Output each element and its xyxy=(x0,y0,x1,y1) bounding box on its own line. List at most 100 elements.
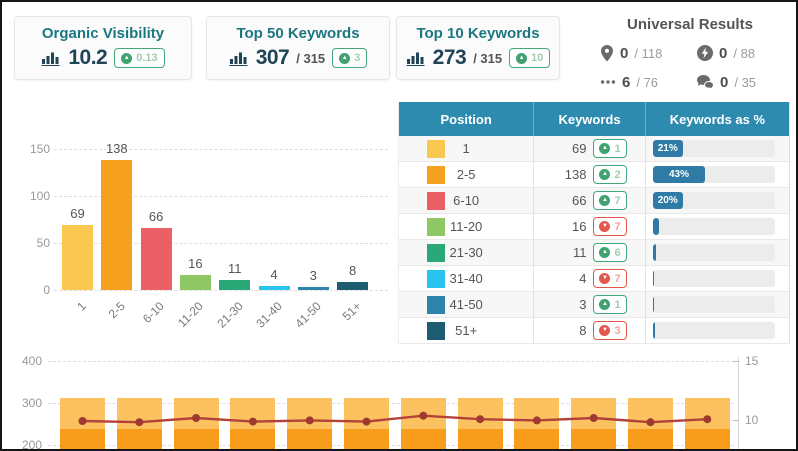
x-axis-category-label: 11-20 xyxy=(175,299,207,330)
position-color-swatch xyxy=(427,218,445,236)
stacked-bar-upper-segment xyxy=(684,397,730,430)
universal-result-total: / 35 xyxy=(734,74,757,90)
keywords-cell-content: 11 ▲ 6 xyxy=(534,243,644,262)
trend-line-series xyxy=(78,411,712,427)
kpi-card-value-row: 307 / 315 ▲ 3 xyxy=(207,46,389,70)
table-row: 51+ 8 ▼ 3 xyxy=(399,318,789,344)
trend-line-marker xyxy=(646,418,655,427)
x-axis-category-label: 51+ xyxy=(339,299,364,324)
change-value: 0.13 xyxy=(136,52,158,64)
column-header-keywords-as-percent: Keywords as % xyxy=(669,111,766,127)
keywords-cell-content: 16 ▼ 7 xyxy=(534,217,644,236)
kpi-value: 273 xyxy=(432,46,467,69)
chart-gridline xyxy=(48,403,734,404)
position-color-swatch xyxy=(427,192,445,210)
percent-bar-fill xyxy=(652,270,654,287)
change-badge: ▲ 10 xyxy=(509,48,551,68)
distribution-bar xyxy=(101,160,133,290)
universal-result-value: 6 xyxy=(622,73,631,91)
keywords-cell: 8 ▼ 3 xyxy=(534,318,646,343)
stacked-bar-lower-segment xyxy=(684,429,730,449)
position-range-label: 1 xyxy=(462,141,470,156)
arrow-up-circle-icon: ▲ xyxy=(599,195,611,206)
position-color-swatch xyxy=(427,140,445,158)
bar-value-label: 16 xyxy=(188,255,203,271)
kpi-card-title: Top 10 Keywords xyxy=(416,25,540,42)
position-distribution-chart: 0 50 100 150 69 1 138 2-5 66 6-10 16 11-20 11 21-30 4 3… xyxy=(20,132,392,344)
trend-line-marker xyxy=(476,415,485,424)
universal-result-total: / 118 xyxy=(634,45,663,61)
trend-line-marker xyxy=(192,414,201,422)
kpi-value: 10.2 xyxy=(68,46,108,69)
position-cell: 11-20 xyxy=(399,214,535,239)
position-cell: 51+ xyxy=(399,318,535,343)
change-value: 7 xyxy=(614,220,621,233)
stacked-bar-lower-segment xyxy=(230,429,276,449)
position-color-swatch xyxy=(427,296,445,314)
percent-bar-track xyxy=(652,270,775,287)
universal-results-grid: 0/ 118 0/ 88 6/ 76 0/ 35 xyxy=(590,43,790,92)
percent-bar-track xyxy=(652,322,775,339)
stacked-bar-upper-segment xyxy=(457,397,503,430)
left-axis-tick-label: 200 xyxy=(21,438,42,451)
stacked-bar-lower-segment xyxy=(116,429,162,449)
bar-value-label: 69 xyxy=(70,206,85,222)
chart-gridline xyxy=(48,445,734,446)
stacked-bar-lower-segment xyxy=(287,429,333,449)
x-axis-category-label: 21-30 xyxy=(213,299,246,331)
keywords-cell: 11 ▲ 6 xyxy=(534,240,646,265)
keywords-count: 66 xyxy=(572,193,587,208)
position-cell: 31-40 xyxy=(399,266,535,291)
right-axis-line xyxy=(738,357,739,449)
percent-bar-track xyxy=(652,296,775,313)
arrow-up-circle-icon: ▲ xyxy=(599,299,611,310)
position-color-swatch xyxy=(427,166,445,184)
table-row: 2-5 138 ▲ 2 43% xyxy=(399,162,789,188)
position-range-label: 2-5 xyxy=(456,167,476,182)
percent-cell xyxy=(646,266,789,291)
y-axis-tick-label: 50 xyxy=(36,236,50,250)
change-value: 1 xyxy=(614,298,621,311)
distribution-bar xyxy=(179,274,211,290)
position-range-label: 11-20 xyxy=(450,219,483,234)
change-badge: ▲ 1 xyxy=(593,295,627,314)
universal-result-value: 0 xyxy=(719,44,728,62)
x-axis-category-label: 31-40 xyxy=(253,299,285,331)
distribution-bar xyxy=(297,287,329,290)
x-axis-category-label: 2-5 xyxy=(105,299,128,322)
keywords-cell: 4 ▼ 7 xyxy=(534,266,646,291)
position-range-label: 41-50 xyxy=(449,297,483,312)
universal-result-item: 6 / 76 xyxy=(600,72,697,92)
percent-bar-fill xyxy=(652,296,654,313)
distribution-bar xyxy=(337,282,369,290)
chart-gridline xyxy=(48,361,734,362)
keywords-count: 4 xyxy=(579,271,587,286)
distribution-bar xyxy=(140,227,172,290)
percent-cell: 20% xyxy=(646,188,789,213)
x-axis-category-label: 41-50 xyxy=(292,299,325,331)
position-range-label: 21-30 xyxy=(449,245,483,260)
right-axis-tick xyxy=(733,361,739,362)
distribution-bar xyxy=(258,286,290,290)
table-row: 6-10 66 ▲ 7 20% xyxy=(399,188,789,214)
position-cell: 6-10 xyxy=(399,188,535,213)
positions-table-header: Position Keywords Keywords as % xyxy=(399,102,789,136)
position-cell: 41-50 xyxy=(399,292,535,317)
stacked-bar-lower-segment xyxy=(60,429,105,449)
distribution-bar xyxy=(62,225,93,290)
percent-bar-track: 43% xyxy=(652,166,775,183)
trend-line-marker xyxy=(305,416,314,425)
keywords-cell: 3 ▲ 1 xyxy=(534,292,646,317)
kpi-card: Top 50 Keywords 307 / 315 ▲ 3 xyxy=(206,16,390,80)
change-badge: ▼ 7 xyxy=(593,217,627,236)
keywords-count: 16 xyxy=(572,219,587,234)
keywords-count: 8 xyxy=(579,323,587,338)
position-color-swatch xyxy=(427,322,445,340)
y-axis-tick-label: 150 xyxy=(29,142,50,156)
change-value: 10 xyxy=(531,52,544,64)
bar-chart-icon xyxy=(406,51,426,66)
kpi-card: Organic Visibility 10.2 ▲ 0.13 xyxy=(14,16,192,80)
table-row: 21-30 11 ▲ 6 xyxy=(399,240,789,266)
arrow-down-circle-icon: ▼ xyxy=(599,221,611,232)
percent-bar-track: 21% xyxy=(652,140,775,157)
